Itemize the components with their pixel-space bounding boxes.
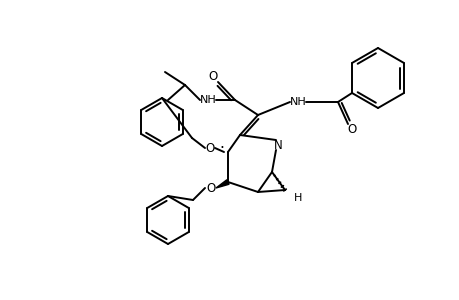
Polygon shape: [216, 180, 229, 188]
Text: N: N: [273, 139, 282, 152]
Text: NH: NH: [289, 97, 306, 107]
Text: O: O: [205, 142, 214, 154]
Text: ·: ·: [219, 140, 224, 155]
Text: O: O: [208, 70, 217, 83]
Text: O: O: [347, 122, 356, 136]
Text: H: H: [293, 193, 302, 203]
Text: O: O: [206, 182, 215, 194]
Text: NH: NH: [199, 95, 216, 105]
